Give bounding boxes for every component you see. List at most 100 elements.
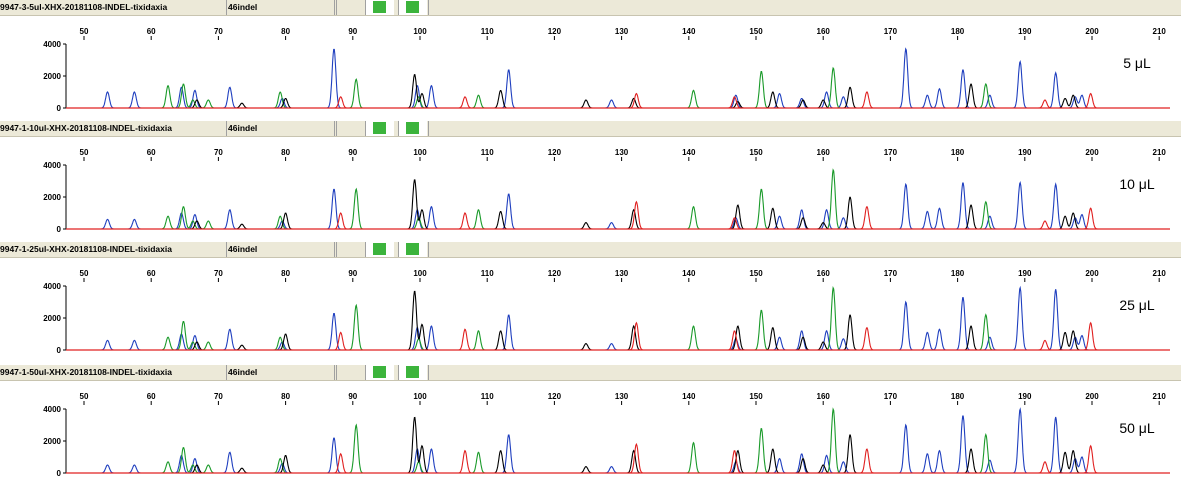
- y-tick-label: 4000: [43, 282, 61, 291]
- status-cell[interactable]: [398, 242, 427, 257]
- volume-label: 50 μL: [1119, 420, 1155, 436]
- sample-name: 9947-1-50ul-XHX-20181108-INDEL-tixidaxia: [0, 365, 227, 380]
- series-trace: [66, 200, 1099, 230]
- status-ok-icon: [373, 243, 386, 255]
- panel-name: 46indel: [228, 121, 335, 136]
- series-trace: [66, 290, 1099, 351]
- panel-4: 9947-1-50ul-XHX-20181108-INDEL-tixidaxia…: [0, 365, 1181, 489]
- y-tick-label: 2000: [43, 193, 61, 202]
- x-tick-label: 210: [1153, 269, 1167, 278]
- status-cell[interactable]: [365, 242, 394, 257]
- status-cell[interactable]: [365, 0, 394, 15]
- x-tick-label: 140: [682, 27, 696, 36]
- x-tick-label: 120: [548, 392, 562, 401]
- series-trace: [66, 285, 1099, 351]
- status-cell[interactable]: [365, 121, 394, 136]
- series-trace: [66, 285, 1099, 351]
- x-tick-label: 50: [80, 392, 89, 401]
- status-ok-icon: [373, 122, 386, 134]
- status-ok-icon: [373, 366, 386, 378]
- x-tick-label: 100: [413, 392, 427, 401]
- series-trace: [66, 47, 1099, 109]
- x-tick-label: 150: [749, 269, 763, 278]
- x-tick-label: 50: [80, 27, 89, 36]
- panel-name: 46indel: [228, 365, 335, 380]
- x-tick-label: 80: [281, 27, 290, 36]
- x-tick-label: 90: [348, 392, 357, 401]
- panel-3: 9947-1-25ul-XHX-20181108-INDEL-tixidaxia…: [0, 242, 1181, 366]
- electropherogram-plot: 50 60 70 80 90 100 110 120 130 140 150 160 170 180 190…: [43, 269, 1170, 355]
- panel-2: 9947-1-10ul-XHX-20181108-INDEL-tixidaxia…: [0, 121, 1181, 245]
- electropherogram-plot: 50 60 70 80 90 100 110 120 130 140 150 160 170 180 190…: [43, 148, 1170, 234]
- x-tick-label: 170: [884, 27, 898, 36]
- sample-name: 9947-1-10ul-XHX-20181108-INDEL-tixidaxia: [0, 121, 227, 136]
- x-tick-label: 210: [1153, 27, 1167, 36]
- x-tick-label: 130: [615, 392, 629, 401]
- y-tick-label: 0: [57, 225, 62, 234]
- electropherogram-plot: 50 60 70 80 90 100 110 120 130 140 150 160 170 180 190…: [43, 392, 1170, 478]
- x-tick-label: 130: [615, 27, 629, 36]
- x-tick-label: 70: [214, 148, 223, 157]
- y-tick-label: 0: [57, 346, 62, 355]
- x-tick-label: 200: [1085, 27, 1099, 36]
- x-tick-label: 160: [817, 27, 831, 36]
- volume-label: 5 μL: [1123, 55, 1151, 71]
- x-tick-label: 170: [884, 148, 898, 157]
- x-tick-label: 200: [1085, 269, 1099, 278]
- status-cell[interactable]: [398, 365, 427, 380]
- y-tick-label: 2000: [43, 314, 61, 323]
- x-tick-label: 210: [1153, 392, 1167, 401]
- series-trace: [66, 168, 1099, 230]
- x-tick-label: 120: [548, 269, 562, 278]
- y-tick-label: 4000: [43, 405, 61, 414]
- x-tick-label: 120: [548, 27, 562, 36]
- x-tick-label: 190: [1018, 27, 1032, 36]
- x-tick-label: 140: [682, 392, 696, 401]
- sample-header: 9947-1-25ul-XHX-20181108-INDEL-tixidaxia…: [0, 242, 1181, 258]
- x-tick-label: 130: [615, 269, 629, 278]
- panel-name: 46indel: [228, 0, 335, 15]
- status-cell[interactable]: [398, 0, 427, 15]
- series-trace: [66, 416, 1099, 474]
- y-tick-label: 4000: [43, 161, 61, 170]
- x-tick-label: 60: [147, 392, 156, 401]
- y-tick-label: 2000: [43, 72, 61, 81]
- x-tick-label: 70: [214, 392, 223, 401]
- sample-header: 9947-1-50ul-XHX-20181108-INDEL-tixidaxia…: [0, 365, 1181, 381]
- x-tick-label: 50: [80, 148, 89, 157]
- series-trace: [66, 407, 1099, 474]
- x-tick-label: 100: [413, 27, 427, 36]
- x-tick-label: 210: [1153, 148, 1167, 157]
- x-tick-label: 110: [481, 392, 494, 401]
- x-tick-label: 60: [147, 269, 156, 278]
- sample-name: 9947-1-25ul-XHX-20181108-INDEL-tixidaxia: [0, 242, 227, 257]
- x-tick-label: 190: [1018, 392, 1032, 401]
- panel-1: 9947-3-5ul-XHX-20181108-INDEL-tixidaxia 4…: [0, 0, 1181, 124]
- electropherogram-plot: 50 60 70 80 90 100 110 120 130 140 150 160 170 180 190…: [43, 27, 1170, 113]
- x-tick-label: 120: [548, 148, 562, 157]
- x-tick-label: 90: [348, 27, 357, 36]
- status-cell[interactable]: [398, 121, 427, 136]
- series-trace: [66, 66, 1099, 109]
- sample-header: 9947-1-10ul-XHX-20181108-INDEL-tixidaxia…: [0, 121, 1181, 137]
- x-tick-label: 180: [951, 27, 965, 36]
- x-tick-label: 150: [749, 27, 763, 36]
- x-tick-label: 80: [281, 148, 290, 157]
- status-ok-icon: [406, 1, 419, 13]
- x-tick-label: 190: [1018, 269, 1032, 278]
- series-trace: [66, 74, 1099, 109]
- x-tick-label: 130: [615, 148, 629, 157]
- x-tick-label: 160: [817, 269, 831, 278]
- x-tick-label: 100: [413, 269, 427, 278]
- status-ok-icon: [406, 122, 419, 134]
- status-ok-icon: [406, 243, 419, 255]
- y-tick-label: 0: [57, 104, 62, 113]
- x-tick-label: 80: [281, 392, 290, 401]
- x-tick-label: 170: [884, 269, 898, 278]
- x-tick-label: 80: [281, 269, 290, 278]
- x-tick-label: 110: [481, 27, 494, 36]
- x-tick-label: 140: [682, 148, 696, 157]
- status-cell[interactable]: [365, 365, 394, 380]
- x-tick-label: 70: [214, 27, 223, 36]
- sample-header: 9947-3-5ul-XHX-20181108-INDEL-tixidaxia 4…: [0, 0, 1181, 16]
